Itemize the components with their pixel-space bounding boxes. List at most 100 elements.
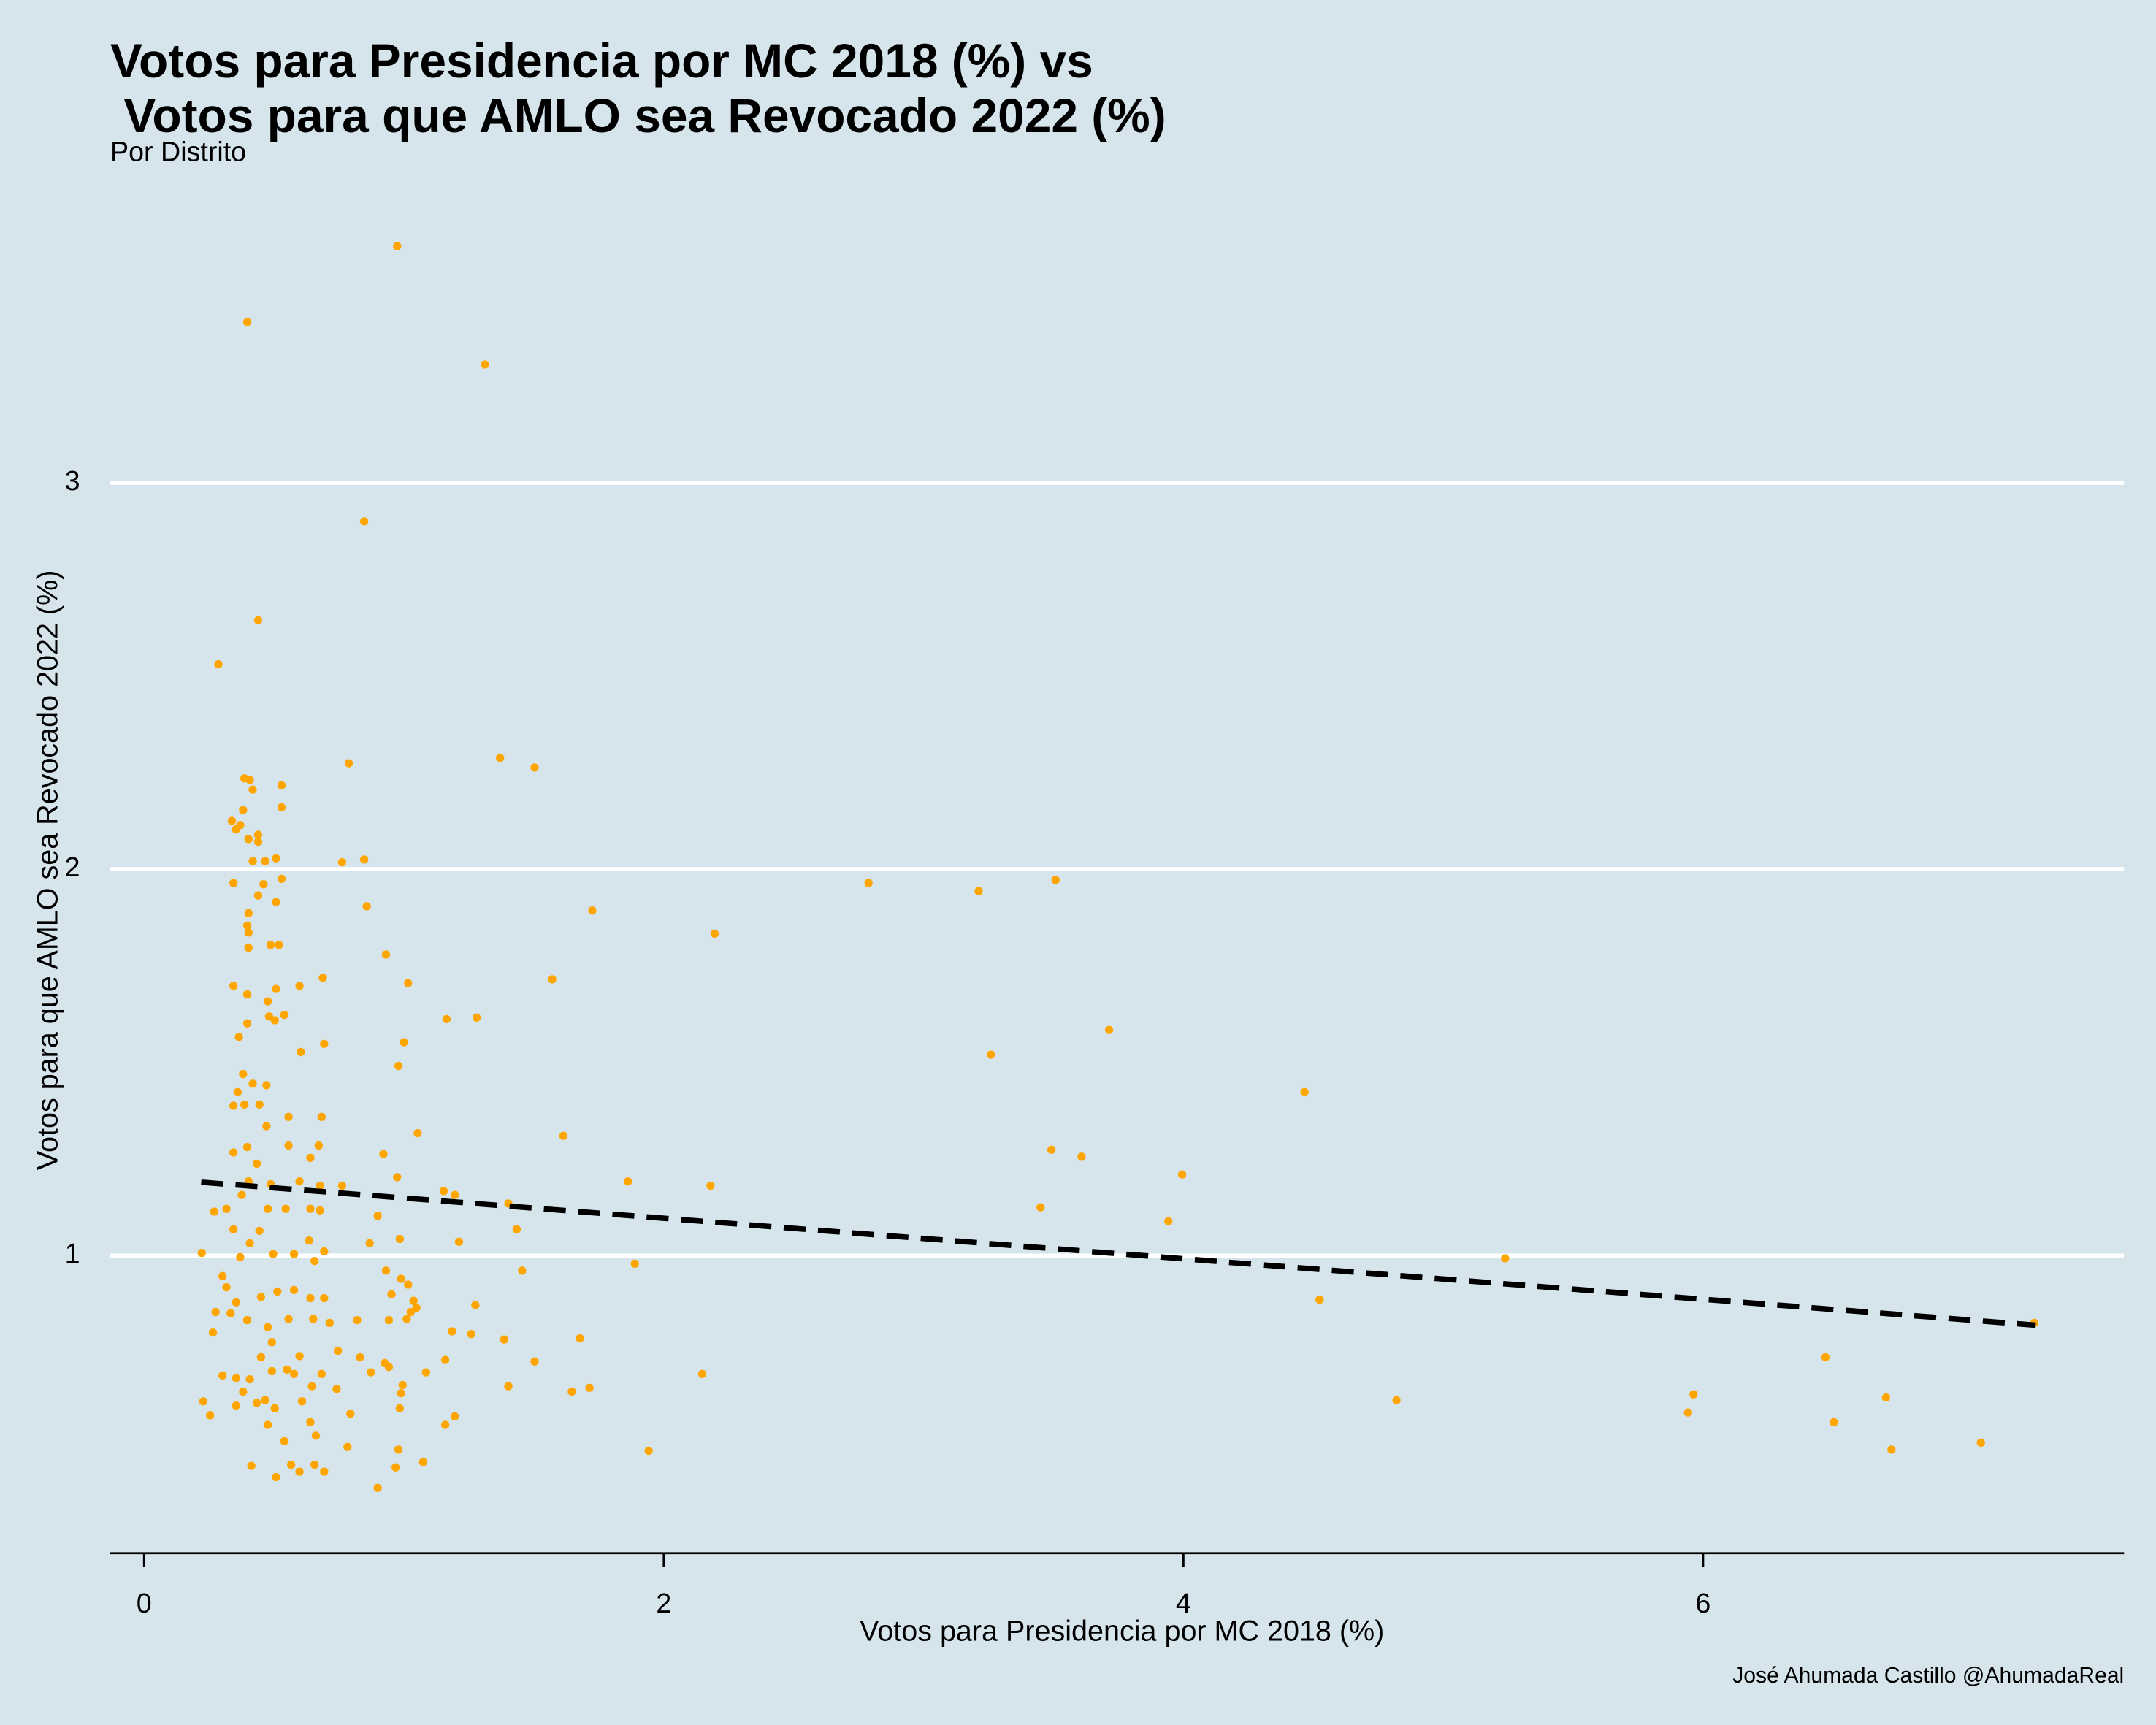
point xyxy=(706,1181,715,1190)
point xyxy=(697,1369,707,1378)
point xyxy=(1976,1438,1985,1447)
point xyxy=(262,1122,271,1131)
point xyxy=(245,1239,254,1247)
point xyxy=(232,1401,240,1410)
point xyxy=(284,1112,293,1121)
point xyxy=(413,1128,422,1138)
point xyxy=(297,1047,305,1057)
point xyxy=(585,1383,594,1392)
point xyxy=(229,1225,238,1233)
point xyxy=(229,1148,238,1157)
point xyxy=(280,1010,289,1020)
point xyxy=(467,1330,475,1339)
y-axis-label: Votos para que AMLO sea Revocado 2022 (%… xyxy=(32,570,64,1171)
point xyxy=(244,943,253,952)
point xyxy=(440,1355,450,1364)
point xyxy=(1392,1396,1401,1404)
point xyxy=(406,1307,415,1317)
point xyxy=(332,1385,341,1393)
point xyxy=(261,857,270,865)
y-tick-label: 3 xyxy=(65,465,80,496)
point xyxy=(295,1352,304,1361)
point xyxy=(253,616,263,624)
chart-title: Votos para Presidencia por MC 2018 (%) v… xyxy=(110,34,1093,88)
point xyxy=(245,1374,254,1384)
point xyxy=(381,950,391,959)
x-tick-label: 6 xyxy=(1695,1588,1710,1618)
point xyxy=(1300,1087,1309,1097)
point xyxy=(367,1368,375,1377)
point xyxy=(451,1412,459,1421)
point xyxy=(454,1237,464,1246)
point xyxy=(344,759,353,768)
point xyxy=(210,1207,218,1216)
point xyxy=(256,1293,266,1301)
point xyxy=(359,517,369,526)
point xyxy=(222,1283,231,1292)
point xyxy=(530,1357,539,1366)
point xyxy=(306,1418,315,1427)
point xyxy=(504,1382,513,1391)
point xyxy=(1047,1145,1056,1154)
point xyxy=(337,857,347,867)
point xyxy=(232,1298,240,1307)
point xyxy=(273,1287,282,1296)
x-tick-label: 2 xyxy=(656,1588,671,1618)
point xyxy=(275,941,283,949)
point xyxy=(295,1467,304,1476)
point xyxy=(306,1204,315,1213)
point xyxy=(248,1079,257,1088)
point xyxy=(530,763,539,772)
point xyxy=(588,906,597,915)
point xyxy=(398,1380,407,1390)
point xyxy=(311,1431,321,1440)
point xyxy=(448,1327,456,1336)
point xyxy=(440,1420,450,1429)
point xyxy=(242,1316,252,1325)
point xyxy=(214,660,223,669)
point xyxy=(266,941,275,949)
point xyxy=(234,1033,243,1041)
point xyxy=(253,837,263,846)
point xyxy=(229,982,238,990)
point xyxy=(272,854,280,862)
x-tick-label: 0 xyxy=(137,1588,152,1618)
point xyxy=(242,1019,252,1028)
point xyxy=(263,1204,272,1213)
point xyxy=(272,984,280,993)
point xyxy=(306,1293,315,1303)
point xyxy=(242,1142,252,1152)
point xyxy=(222,1204,231,1213)
point xyxy=(284,1315,293,1323)
point xyxy=(253,891,263,900)
point xyxy=(346,1410,355,1418)
point xyxy=(283,1365,291,1374)
chart-title: Votos para que AMLO sea Revocado 2022 (%… xyxy=(110,88,1166,142)
point xyxy=(496,754,505,762)
point xyxy=(269,1250,278,1258)
point xyxy=(247,1461,256,1470)
point xyxy=(317,1369,326,1378)
point xyxy=(500,1335,509,1344)
point xyxy=(421,1368,430,1377)
point xyxy=(310,1460,319,1469)
point xyxy=(277,874,286,883)
point xyxy=(1501,1254,1510,1263)
point xyxy=(391,1463,400,1472)
point xyxy=(387,1290,396,1298)
point xyxy=(248,857,257,865)
point xyxy=(239,1069,248,1079)
point xyxy=(272,1472,280,1482)
point xyxy=(518,1266,527,1275)
point xyxy=(270,1404,279,1412)
point xyxy=(284,1141,293,1150)
point xyxy=(244,909,253,918)
point xyxy=(397,1389,405,1398)
point xyxy=(205,1411,215,1420)
point xyxy=(277,803,286,812)
point xyxy=(248,785,257,794)
point xyxy=(710,929,719,938)
point xyxy=(236,1252,245,1262)
point xyxy=(242,990,252,999)
